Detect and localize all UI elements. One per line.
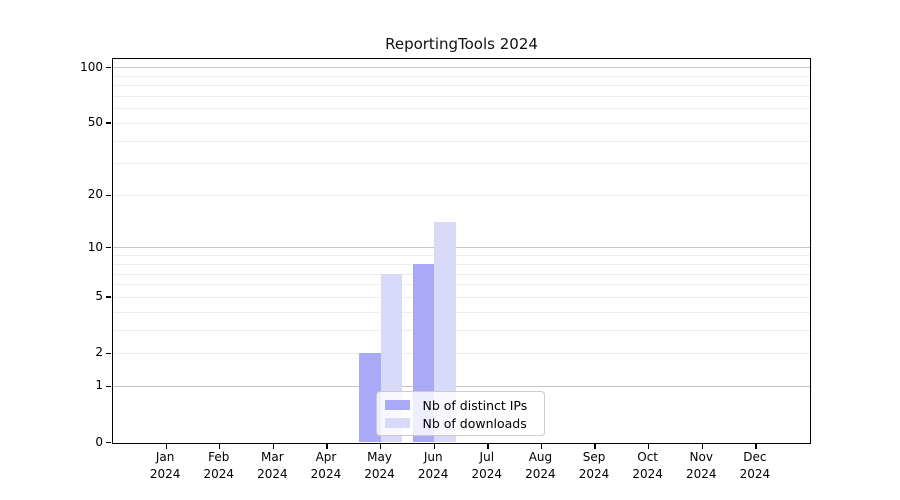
x-tick-mark	[219, 444, 221, 449]
legend-swatch	[384, 418, 410, 428]
x-tick-label: Apr 2024	[296, 449, 356, 483]
x-tick-label-month: Sep	[582, 450, 606, 464]
x-tick-label-year: 2024	[685, 467, 717, 481]
x-tick-label: Feb 2024	[189, 449, 249, 483]
x-tick-mark	[379, 444, 382, 449]
x-tick-label-year: 2024	[364, 467, 395, 481]
legend: Nb of distinct IPs Nb of downloads	[375, 390, 545, 436]
y-tick-mark	[106, 194, 111, 196]
y-tick-mark	[106, 66, 111, 69]
y-tick-label: 10	[87, 239, 103, 254]
y-tick-label: 0	[95, 434, 103, 449]
x-tick-label-year: 2024	[632, 467, 663, 481]
x-tick-label-year: 2024	[417, 467, 449, 481]
gridline-minor	[112, 296, 810, 298]
gridline-minor	[112, 163, 810, 165]
x-tick-label: Sep 2024	[564, 449, 624, 483]
legend-item: Nb of distinct IPs	[384, 397, 536, 413]
gridline-minor	[112, 284, 810, 286]
x-tick-label-year: 2024	[739, 467, 771, 481]
gridline-minor	[112, 195, 810, 197]
x-tick-label: Jun 2024	[403, 449, 463, 483]
x-tick-mark	[487, 444, 489, 449]
gridline-minor	[112, 75, 810, 77]
x-tick-label-month: Apr	[315, 450, 337, 464]
x-tick-label: Dec 2024	[725, 449, 785, 483]
x-tick-label-month: Jan	[155, 450, 175, 464]
x-tick-label-month: Mar	[261, 450, 284, 464]
x-tick-label-year: 2024	[471, 467, 503, 481]
y-tick-mark	[106, 296, 111, 298]
x-tick-mark	[701, 444, 703, 449]
x-tick-label-year: 2024	[578, 467, 610, 481]
y-tick-label: 20	[87, 187, 103, 202]
x-tick-label: Jan 2024	[135, 449, 195, 483]
y-axis-labels: 0 1 2 5 10 20 50 100	[0, 58, 103, 448]
bar-nb-of-downloads	[434, 222, 456, 443]
gridline-minor	[112, 329, 810, 331]
x-tick-label-year: 2024	[203, 467, 234, 481]
y-tick-label: 1	[95, 378, 103, 393]
x-tick-label: Mar 2024	[242, 449, 302, 483]
x-tick-label-month: Jul	[479, 450, 495, 464]
x-tick-label-month: Aug	[528, 450, 553, 464]
x-tick-label: Nov 2024	[671, 449, 731, 483]
y-tick-mark	[106, 122, 111, 124]
x-tick-label-year: 2024	[525, 467, 556, 481]
gridline-minor	[112, 108, 810, 110]
bar-nb-of-distinct-ips	[359, 353, 381, 443]
x-tick-label: Aug 2024	[510, 449, 570, 483]
gridline-minor	[112, 353, 810, 355]
x-tick-label-year: 2024	[149, 467, 181, 481]
y-tick-mark	[106, 441, 111, 444]
x-tick-mark	[755, 444, 757, 449]
x-tick-mark	[272, 444, 275, 449]
x-tick-mark	[433, 444, 435, 449]
gridline-major	[112, 247, 810, 249]
plot-area: Nb of distinct IPs Nb of downloads	[106, 57, 811, 449]
gridline-minor	[112, 123, 810, 125]
x-tick-label-month: Feb	[208, 450, 230, 464]
x-tick-mark	[648, 444, 650, 449]
gridline-minor	[112, 273, 810, 275]
chart-title: ReportingTools 2024	[385, 35, 538, 53]
legend-swatch	[384, 400, 410, 410]
x-tick-label-month: Dec	[743, 450, 767, 464]
y-tick-label: 50	[87, 115, 103, 130]
x-tick-label-month: May	[367, 450, 392, 464]
x-tick-mark	[540, 444, 543, 449]
x-tick-mark	[326, 444, 328, 449]
x-tick-label-month: Oct	[637, 450, 659, 464]
gridline-major	[112, 67, 810, 69]
gridline-minor	[112, 255, 810, 257]
x-tick-label-month: Nov	[689, 450, 713, 464]
x-tick-label: May 2024	[350, 449, 410, 483]
gridline-minor	[112, 311, 810, 313]
y-tick-label: 100	[80, 59, 103, 74]
x-tick-label-year: 2024	[257, 467, 288, 481]
x-axis-labels: Jan 2024 Feb 2024 Mar 2024 Apr 2024 May 2024 Jun 20…	[112, 449, 809, 489]
y-tick-label: 2	[95, 345, 103, 360]
gridline-minor	[112, 96, 810, 98]
x-tick-label: Jul 2024	[457, 449, 517, 483]
x-tick-label: Oct 2024	[618, 449, 678, 483]
x-tick-mark	[594, 444, 596, 449]
gridline-minor	[112, 263, 810, 265]
gridline-minor	[112, 140, 810, 142]
legend-item-label: Nb of distinct IPs	[422, 397, 528, 413]
legend-item-label: Nb of downloads	[422, 415, 527, 431]
x-tick-label-month: Jun	[423, 450, 443, 464]
gridline-minor	[112, 85, 810, 87]
y-tick-mark	[106, 385, 111, 387]
y-tick-mark	[106, 352, 111, 354]
legend-item: Nb of downloads	[384, 415, 536, 431]
x-tick-mark	[165, 444, 167, 449]
y-tick-mark	[106, 247, 111, 249]
x-tick-label-year: 2024	[310, 467, 342, 481]
gridline-major	[112, 385, 810, 387]
y-tick-label: 5	[95, 288, 103, 303]
